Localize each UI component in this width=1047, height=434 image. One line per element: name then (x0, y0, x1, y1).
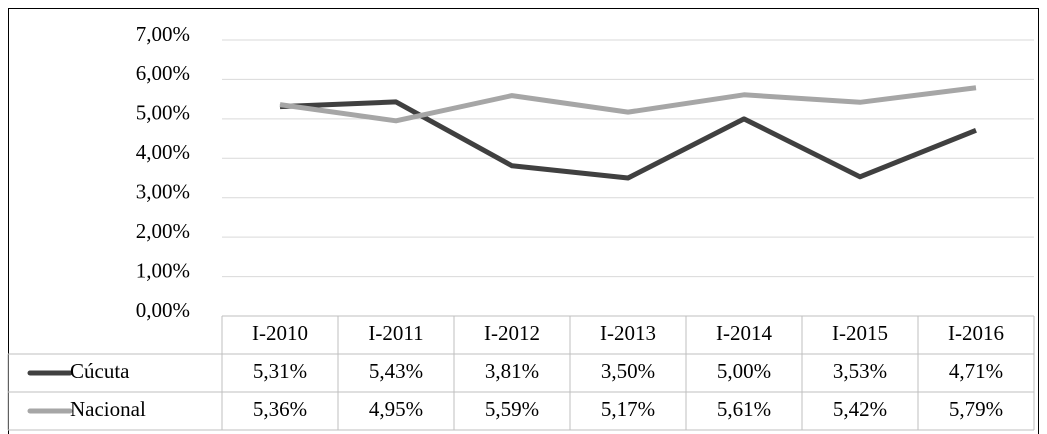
y-tick-label: 0,00% (136, 298, 190, 322)
table-value: 5,79% (949, 397, 1003, 421)
x-tick-label: I-2010 (252, 321, 308, 345)
table-value: 5,36% (253, 397, 307, 421)
table-value: 3,50% (601, 359, 655, 383)
y-tick-label: 7,00% (136, 22, 190, 46)
y-tick-label: 3,00% (136, 180, 190, 204)
table-value: 5,43% (369, 359, 423, 383)
legend-label: Nacional (70, 397, 146, 421)
legend-label: Cúcuta (70, 359, 130, 383)
x-tick-label: I-2015 (832, 321, 888, 345)
table-value: 3,53% (833, 359, 887, 383)
x-tick-label: I-2013 (600, 321, 656, 345)
x-tick-label: I-2011 (368, 321, 423, 345)
table-value: 5,59% (485, 397, 539, 421)
table-value: 5,00% (717, 359, 771, 383)
y-tick-label: 2,00% (136, 219, 190, 243)
x-tick-label: I-2016 (948, 321, 1004, 345)
y-tick-label: 5,00% (136, 101, 190, 125)
y-tick-label: 1,00% (136, 258, 190, 282)
chart-border (8, 8, 1039, 434)
x-tick-label: I-2014 (716, 321, 772, 345)
table-value: 5,31% (253, 359, 307, 383)
y-tick-label: 6,00% (136, 61, 190, 85)
x-tick-label: I-2012 (484, 321, 540, 345)
series-line (279, 99, 977, 181)
table-value: 3,81% (485, 359, 539, 383)
y-tick-label: 4,00% (136, 140, 190, 164)
table-value: 4,95% (369, 397, 423, 421)
table-value: 5,61% (717, 397, 771, 421)
table-value: 4,71% (949, 359, 1003, 383)
table-value: 5,17% (601, 397, 655, 421)
series-line (279, 85, 977, 124)
table-value: 5,42% (833, 397, 887, 421)
